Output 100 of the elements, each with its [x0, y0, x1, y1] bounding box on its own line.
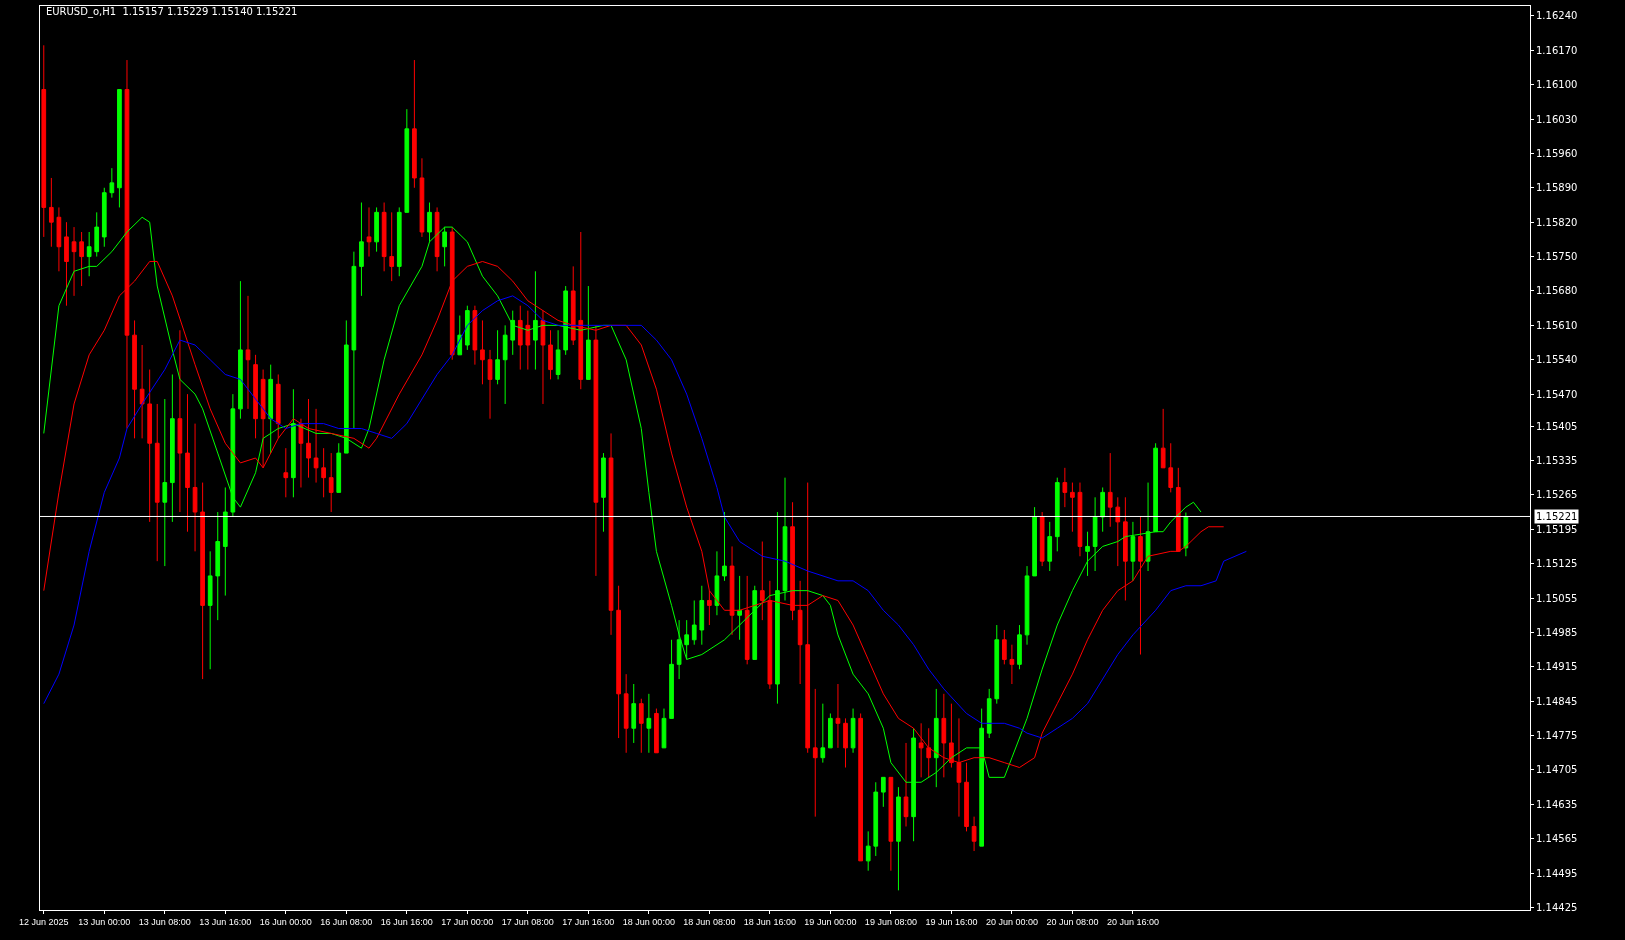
candlestick: [1024, 565, 1030, 646]
candlestick: [245, 295, 251, 410]
candlestick: [343, 319, 349, 454]
candlestick: [200, 482, 205, 680]
candlestick: [283, 447, 289, 498]
y-tick-label: 1.15470: [1536, 388, 1578, 400]
candlestick: [797, 580, 803, 685]
candlestick: [820, 703, 826, 764]
candlestick: [1100, 486, 1106, 533]
y-tick-label: 1.15540: [1536, 354, 1578, 366]
candlestick: [835, 683, 841, 749]
candlestick: [1115, 496, 1121, 567]
x-tick-label: 19 Jun 16:00: [925, 916, 978, 927]
candlestick: [616, 585, 621, 739]
x-tick-label: 18 Jun 08:00: [683, 916, 736, 927]
candlestick: [1054, 477, 1060, 552]
y-tick-label: 1.15055: [1536, 592, 1578, 604]
candlestick: [230, 393, 236, 518]
candlestick: [1047, 521, 1053, 572]
candlestick: [865, 830, 871, 872]
x-tick-label: 16 Jun 08:00: [320, 916, 373, 927]
y-tick-label: 1.14565: [1536, 833, 1578, 845]
candlestick: [1092, 496, 1098, 572]
candlestick: [608, 432, 614, 636]
candlestick: [71, 226, 77, 297]
y-tick-label: 1.14425: [1536, 902, 1578, 914]
candlestick: [729, 545, 735, 636]
candlestick: [154, 403, 160, 562]
y-tick-label: 1.16030: [1536, 113, 1578, 125]
candlestick: [313, 408, 319, 484]
y-tick-label: 1.15890: [1536, 182, 1578, 194]
y-tick-label: 1.15335: [1536, 454, 1578, 466]
candlestick: [1107, 452, 1113, 528]
x-tick-label: 17 Jun 16:00: [562, 916, 615, 927]
candlestick: [291, 388, 296, 498]
candlestick: [215, 511, 221, 621]
candlestick: [268, 364, 274, 454]
candlestick: [873, 781, 879, 857]
candlestick: [691, 599, 697, 646]
candlestick: [638, 698, 644, 754]
candlestick: [1070, 482, 1075, 533]
candlestick: [389, 211, 395, 282]
candlestick: [676, 619, 682, 680]
x-tick-label: 17 Jun 08:00: [501, 916, 554, 927]
candlestick: [442, 226, 447, 267]
candlestick: [896, 786, 901, 891]
y-tick-label: 1.16170: [1536, 44, 1578, 56]
candlestick: [812, 688, 818, 818]
candlestick: [321, 447, 326, 498]
ref-line-label: 1.15221: [1536, 511, 1578, 522]
candlestick: [1009, 644, 1015, 685]
candlestick: [117, 89, 122, 208]
candlestick: [510, 310, 516, 356]
candlestick: [64, 221, 69, 307]
candlestick: [707, 590, 712, 626]
candlestick: [540, 310, 546, 405]
candlestick: [472, 305, 478, 366]
x-tick-label: 19 Jun 00:00: [804, 916, 857, 927]
candlestick: [139, 344, 145, 439]
candlestick: [336, 442, 342, 493]
candlestick: [192, 423, 198, 552]
candlestick: [260, 369, 266, 469]
candlestick: [586, 285, 591, 380]
y-tick-label: 1.14915: [1536, 661, 1578, 673]
candlestick: [480, 319, 485, 385]
y-tick-label: 1.14635: [1536, 798, 1578, 810]
x-tick-label: 13 Jun 16:00: [199, 916, 252, 927]
candlestick: [654, 708, 659, 754]
candlestick: [1123, 496, 1128, 601]
y-tick-label: 1.14705: [1536, 764, 1578, 776]
candlestick: [404, 108, 410, 213]
candlestick: [1183, 512, 1189, 557]
x-tick-label: 12 Jun 2025: [19, 916, 69, 927]
candlestick: [48, 177, 54, 248]
candlestick: [971, 816, 977, 852]
y-tick-label: 1.14985: [1536, 626, 1578, 638]
candlestick: [631, 683, 637, 744]
candlestick: [533, 270, 538, 371]
candlestick: [1175, 467, 1181, 552]
candlestick: [41, 44, 47, 238]
candlestick: [1001, 629, 1007, 665]
candlestick: [86, 231, 92, 277]
candlestick: [601, 452, 606, 533]
candlestick: [434, 206, 440, 272]
candlestick: [737, 575, 742, 641]
y-tick-label: 1.15405: [1536, 420, 1578, 432]
candlestick: [805, 482, 811, 754]
candlestick: [964, 762, 969, 832]
x-tick-label: 18 Jun 16:00: [743, 916, 796, 927]
y-tick-label: 1.15750: [1536, 251, 1578, 263]
candlestick: [790, 501, 795, 621]
candlestick: [759, 541, 765, 621]
candlestick: [109, 167, 115, 199]
candlestick: [828, 712, 833, 749]
candlestick: [525, 310, 531, 371]
candlestick: [986, 688, 992, 739]
candlestick: [298, 418, 304, 488]
x-tick-label: 20 Jun 08:00: [1046, 916, 1099, 927]
candlestick: [366, 206, 372, 258]
y-tick-label: 1.14845: [1536, 695, 1578, 707]
